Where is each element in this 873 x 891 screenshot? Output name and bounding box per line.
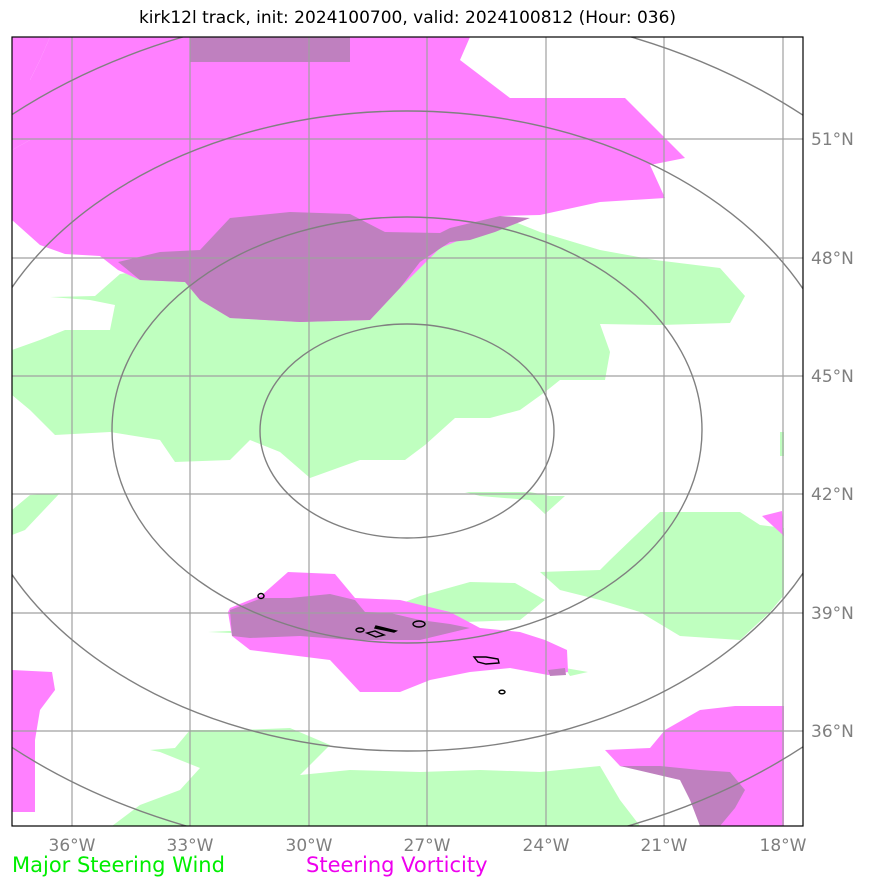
vorticity-contours (257, 592, 506, 695)
contour-1 (257, 592, 265, 600)
overlap-southeast (620, 766, 745, 826)
lat-label-42n: 42°N (811, 485, 854, 505)
lon-label-18w: 18°W (760, 836, 807, 856)
wind-area-east (540, 512, 784, 640)
range-ring-second (111, 216, 703, 644)
lon-label-21w: 21°W (641, 836, 688, 856)
vorticity-area-west (12, 670, 55, 812)
overlap-band (230, 594, 470, 640)
wind-area-south (112, 728, 640, 826)
lat-label-36n: 36°N (811, 722, 854, 742)
contour-6 (472, 656, 500, 665)
lat-label-48n: 48°N (811, 249, 854, 269)
vorticity-area-main (12, 37, 685, 322)
wind-area-middle (208, 582, 545, 636)
overlap-small (548, 668, 566, 676)
lat-label-39n: 39°N (811, 604, 854, 624)
lon-label-27w: 27°W (404, 836, 451, 856)
overlap-north (190, 37, 350, 62)
wind-area-small-3 (565, 668, 588, 676)
contour-2 (355, 627, 365, 633)
range-rings (12, 37, 803, 826)
lon-label-30w: 30°W (286, 836, 333, 856)
contour-7 (498, 689, 506, 695)
range-ring-third (12, 110, 803, 752)
longitude-labels: 36°W 33°W 30°W 27°W 24°W 21°W 18°W (49, 836, 807, 856)
latitude-labels: 51°N 48°N 45°N 42°N 39°N 36°N (811, 130, 854, 742)
contour-5 (412, 620, 426, 628)
contour-3 (364, 630, 387, 638)
lat-label-45n: 45°N (811, 367, 854, 387)
range-ring-inner (259, 323, 555, 539)
lon-label-24w: 24°W (523, 836, 570, 856)
legend-steering-wind: Major Steering Wind (12, 853, 225, 877)
vorticity-area-east (762, 511, 784, 536)
plot-frame (11, 36, 804, 827)
lon-label-36w: 36°W (49, 836, 96, 856)
map-title: kirk12l track, init: 2024100700, valid: … (138, 8, 677, 28)
lon-label-33w: 33°W (167, 836, 214, 856)
contour-4 (373, 625, 399, 633)
wind-area-small-2 (12, 493, 60, 535)
wind-area-small-1 (465, 492, 565, 514)
vorticity-area-north (12, 37, 50, 150)
lat-label-51n: 51°N (811, 130, 854, 150)
gridlines (12, 37, 803, 826)
legend-steering-vorticity: Steering Vorticity (306, 853, 488, 877)
